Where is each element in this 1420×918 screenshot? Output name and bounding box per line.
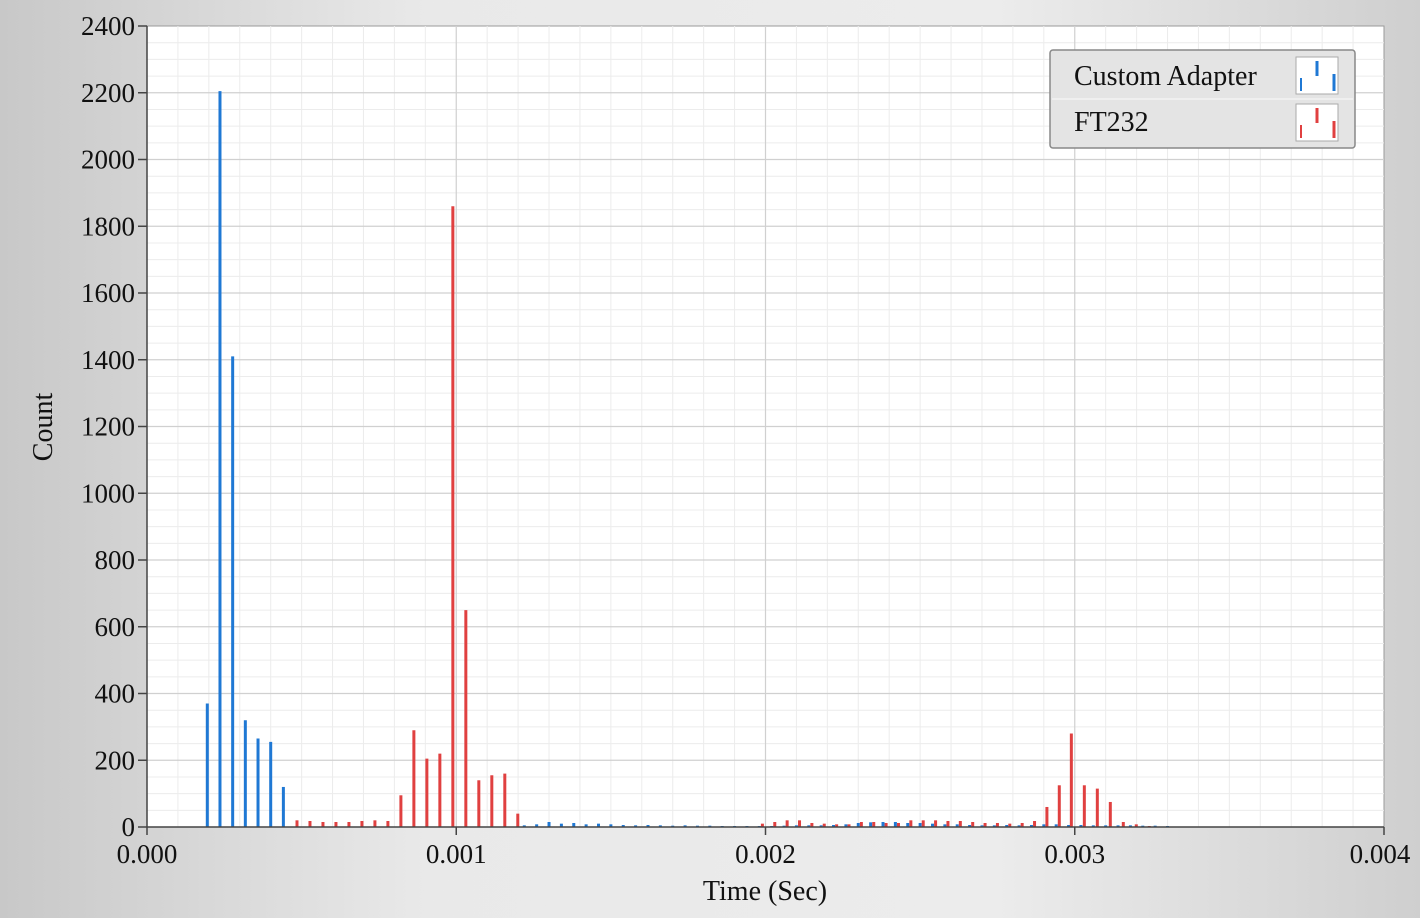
tick-labels-group: 0 200 400 600 800 1000 1200 1400 1600 1800 2000 220… <box>81 11 1411 869</box>
legend[interactable]: Custom Adapter FT232 <box>1049 49 1356 149</box>
y-tick-label: 600 <box>95 612 136 642</box>
y-tick-label: 2200 <box>81 78 135 108</box>
x-tick-label: 0.001 <box>426 839 487 869</box>
x-axis-label: Time (Sec) <box>703 876 827 907</box>
legend-label-ft232: FT232 <box>1074 107 1149 138</box>
bars-group <box>205 91 1170 827</box>
y-tick-label: 200 <box>95 745 136 775</box>
y-tick-label: 1000 <box>81 478 135 508</box>
major-gridlines <box>147 26 1384 827</box>
x-tick-label: 0.000 <box>117 839 178 869</box>
y-axis-label: Count <box>28 393 59 462</box>
y-tick-label: 2000 <box>81 145 135 175</box>
legend-glyphs <box>1300 61 1336 138</box>
y-tick-label: 800 <box>95 545 136 575</box>
x-tick-label: 0.004 <box>1350 839 1411 869</box>
y-tick-label: 2400 <box>81 11 135 41</box>
axes-group <box>138 25 1385 835</box>
y-tick-label: 1800 <box>81 211 135 241</box>
legend-label-custom-adapter: Custom Adapter <box>1074 61 1257 92</box>
x-tick-label: 0.003 <box>1044 839 1105 869</box>
y-tick-label: 0 <box>122 812 136 842</box>
x-tick-label: 0.002 <box>735 839 796 869</box>
y-tick-label: 1400 <box>81 345 135 375</box>
y-tick-label: 1600 <box>81 278 135 308</box>
y-tick-label: 400 <box>95 679 136 709</box>
y-tick-label: 1200 <box>81 412 135 442</box>
